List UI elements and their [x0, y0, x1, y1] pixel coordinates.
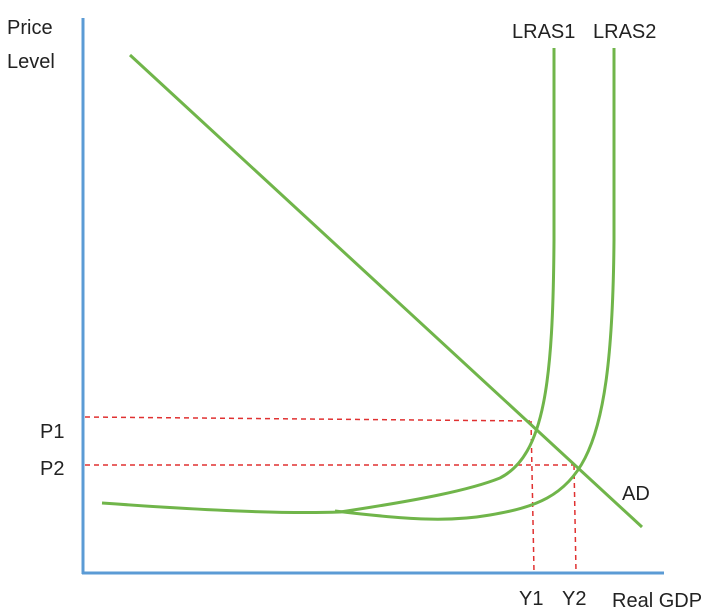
y-axis-label-line2: Level	[7, 51, 55, 73]
ad-curve	[128, 53, 644, 529]
lras1-curve	[101, 48, 556, 515]
lras2-label: LRAS2	[593, 21, 656, 43]
p2-label: P2	[40, 458, 64, 480]
x-axis-label: Real GDP	[612, 590, 702, 610]
y2-guide-vertical	[573, 464, 577, 573]
lras2-curve	[334, 48, 616, 521]
y-axis-label-line1: Price	[7, 17, 53, 39]
y1-guide-vertical	[530, 420, 535, 573]
p1-label: P1	[40, 421, 64, 443]
ad-label: AD	[622, 483, 650, 505]
y1-label: Y1	[519, 588, 543, 610]
lras1-label: LRAS1	[512, 21, 575, 43]
p1-guide-horizontal	[84, 416, 531, 422]
y2-label: Y2	[562, 588, 586, 610]
